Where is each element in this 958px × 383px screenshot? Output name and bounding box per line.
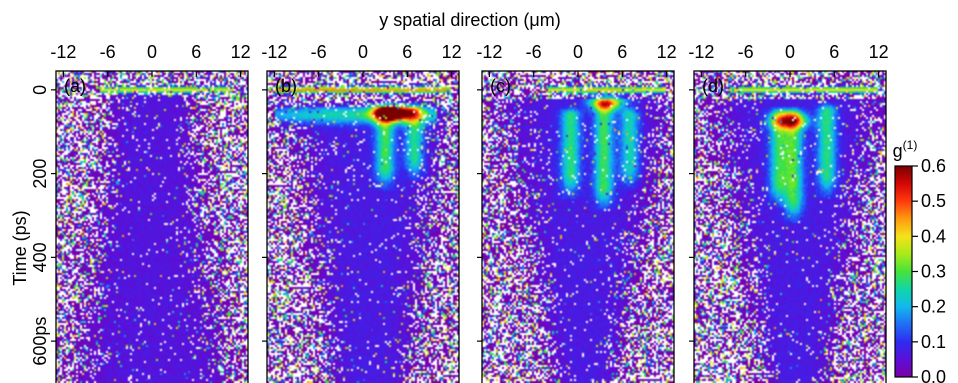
x-tick-label: 12	[231, 42, 251, 62]
colorbar-tick-label: 0.1	[921, 332, 946, 352]
x-tick-label: 12	[657, 42, 677, 62]
colorbar-tick-label: 0.3	[921, 262, 946, 282]
panel-2: (b) -12 -6 0 6 12	[261, 42, 462, 383]
x-tick-label: -12	[261, 42, 287, 62]
x-tick-label: 12	[869, 42, 889, 62]
y-axis-title: Time (ps)	[10, 210, 30, 285]
x-tick-label: -12	[688, 42, 714, 62]
x-tick-label: 0	[573, 42, 583, 62]
heatmap-image	[267, 71, 459, 383]
panel-1: (a) -12 -6 0 6 12 0 200 400 600ps	[30, 42, 251, 383]
panel-label: (d)	[702, 76, 724, 96]
y-tick-label: 600ps	[30, 317, 50, 366]
x-tick-label: -12	[50, 42, 76, 62]
x-tick-label: 6	[829, 42, 839, 62]
x-tick-label: -12	[476, 42, 502, 62]
panel-label: (b)	[275, 76, 297, 96]
y-tick-label: 200	[30, 159, 50, 189]
heatmap-image	[694, 71, 886, 383]
x-tick-label: 6	[402, 42, 412, 62]
x-tick-label: 12	[442, 42, 462, 62]
colorbar-label: g(1)	[893, 138, 918, 161]
panel-4: (d) -12 -6 0 6 12	[688, 42, 889, 383]
colorbar: 0.0 0.1 0.2 0.3 0.4 0.5 0.6g(1)	[893, 138, 946, 383]
colorbar-tick-label: 0.5	[921, 191, 946, 211]
colorbar-tick-label: 0.6	[921, 156, 946, 176]
x-tick-label: 6	[191, 42, 201, 62]
colorbar-tick-label: 0.0	[921, 367, 946, 383]
x-tick-label: 0	[358, 42, 368, 62]
heatmap-image	[56, 71, 248, 383]
x-tick-label: -6	[526, 42, 542, 62]
colorbar-gradient	[894, 165, 913, 378]
panel-label: (c)	[490, 76, 511, 96]
y-tick-label: 400	[30, 242, 50, 272]
x-tick-label: -6	[100, 42, 116, 62]
x-tick-label: 0	[147, 42, 157, 62]
heatmap-image	[482, 71, 674, 383]
colorbar-tick-label: 0.4	[921, 226, 946, 246]
x-tick-label: 0	[785, 42, 795, 62]
colorbar-tick-label: 0.2	[921, 297, 946, 317]
panel-label: (a)	[64, 76, 86, 96]
x-axis-title: y spatial direction (μm)	[379, 10, 560, 30]
x-tick-label: -6	[738, 42, 754, 62]
y-tick-label: 0	[30, 85, 50, 95]
x-tick-label: 6	[617, 42, 627, 62]
panel-3: (c) -12 -6 0 6 12	[476, 42, 677, 383]
x-tick-label: -6	[311, 42, 327, 62]
